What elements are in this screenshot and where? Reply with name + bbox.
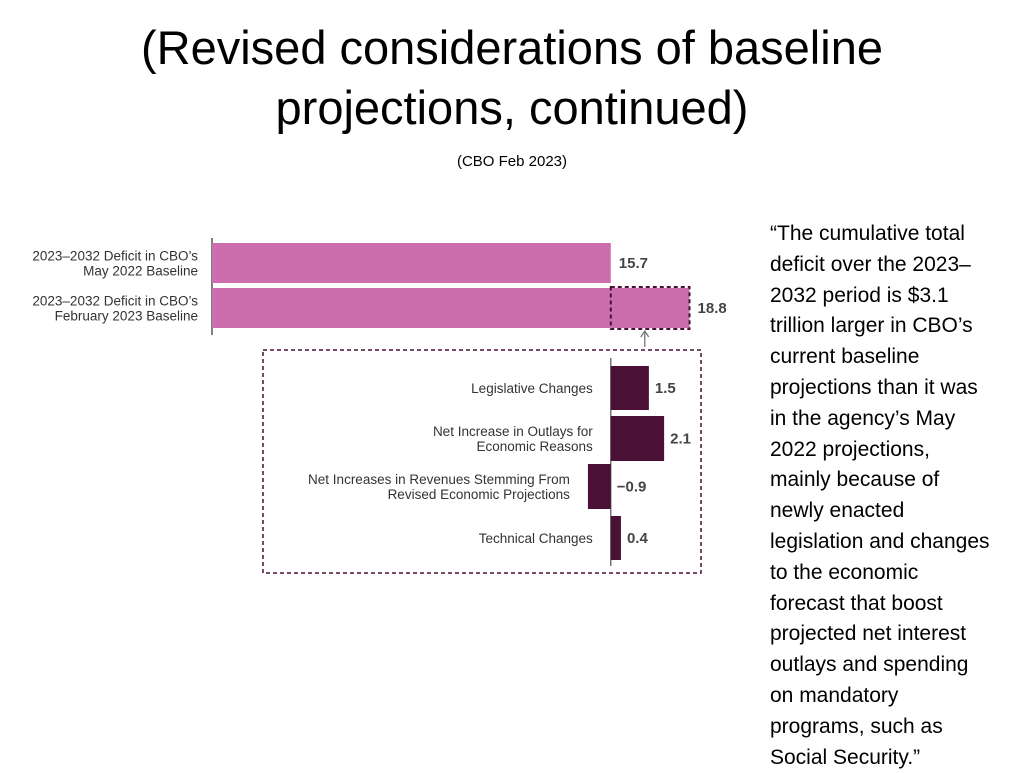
baseline-label-line: 2023–2032 Deficit in CBO’s: [32, 249, 198, 264]
change-value-line: 1.5: [655, 380, 676, 397]
change-label: Legislative Changes: [471, 381, 593, 396]
change-label-line: Technical Changes: [479, 531, 593, 546]
change-label: Net Increases in Revenues Stemming From R…: [308, 472, 570, 502]
change-label-line: Net Increases in Revenues Stemming From: [308, 472, 570, 487]
quote-line: outlays and spending: [770, 653, 969, 677]
quote-line: projections than it was: [770, 375, 978, 399]
change-value: 2.1: [670, 431, 691, 448]
slide-title: (Revised considerations of baseline proj…: [0, 18, 1024, 138]
quote-line: in the agency’s May: [770, 406, 956, 430]
baseline-value: 15.7: [619, 255, 648, 272]
quote-text: “The cumulative total deficit over the 2…: [770, 219, 1018, 773]
quote-line: current baseline: [770, 345, 920, 369]
quote-line: legislation and changes: [770, 529, 990, 553]
baseline-value-line: 15.7: [619, 255, 648, 272]
change-value-line: 2.1: [670, 431, 691, 448]
change-value: 0.4: [627, 530, 649, 547]
title-line-1: (Revised considerations of baseline: [141, 21, 883, 74]
change-bar: [610, 366, 649, 410]
quote-line: projected net interest: [770, 622, 967, 646]
change-label-line: Economic Reasons: [476, 439, 593, 454]
change-value: −0.9: [617, 479, 647, 496]
change-label-line: Net Increase in Outlays for: [433, 424, 593, 439]
changes-box: [262, 349, 702, 574]
baseline-label-line: May 2022 Baseline: [83, 264, 198, 279]
baseline-bar: [212, 288, 690, 328]
quote-line: trillion larger in CBO’s: [770, 314, 973, 338]
title-line-2: projections, continued): [275, 81, 749, 134]
slide-subtitle: (CBO Feb 2023): [456, 153, 568, 170]
baseline-bar: [212, 243, 611, 283]
quote-line: “The cumulative total: [770, 222, 965, 245]
increase-outline: [609, 286, 691, 330]
arrow-head: [640, 329, 650, 338]
change-value-line: −0.9: [617, 479, 647, 496]
quote-line: on mandatory: [770, 683, 899, 707]
baseline-value-line: 18.8: [698, 300, 727, 317]
quote-line: mainly because of: [770, 468, 940, 492]
change-value-line: 0.4: [627, 530, 649, 547]
change-label-line: Legislative Changes: [471, 381, 593, 396]
baseline-label-line: 2023–2032 Deficit in CBO’s: [32, 294, 198, 309]
quote-line: newly enacted: [770, 499, 905, 523]
quote-line: forecast that boost: [770, 591, 943, 615]
change-bar: [610, 516, 621, 560]
change-bar: [587, 464, 611, 509]
quote-line: to the economic: [770, 560, 919, 584]
change-value: 1.5: [655, 380, 676, 397]
change-label-line: Revised Economic Projections: [388, 487, 571, 502]
quote-line: programs, such as: [770, 714, 943, 738]
quote-line: 2032 period is $3.1: [770, 283, 949, 307]
baseline-label-line: February 2023 Baseline: [55, 309, 198, 324]
baseline-value: 18.8: [698, 300, 727, 317]
change-bar: [610, 416, 665, 461]
baseline-label: 2023–2032 Deficit in CBO’s May 2022 Basel…: [32, 249, 198, 279]
quote-line: deficit over the 2023–: [770, 252, 971, 276]
change-label: Net Increase in Outlays for Economic Reas…: [433, 424, 593, 454]
quote-line: Social Security.”: [770, 745, 921, 769]
deficit-waterfall-chart: 2023–2032 Deficit in CBO’s May 2022 Basel…: [32, 238, 727, 574]
change-label: Technical Changes: [479, 531, 593, 546]
baseline-label: 2023–2032 Deficit in CBO’s February 2023 …: [32, 294, 198, 324]
quote-line: 2022 projections,: [770, 437, 930, 461]
